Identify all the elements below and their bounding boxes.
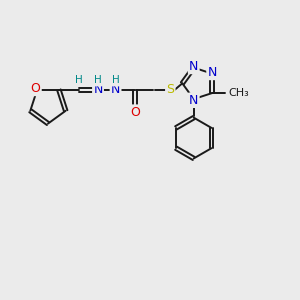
Text: N: N: [111, 83, 120, 97]
Text: O: O: [31, 82, 40, 95]
Text: H: H: [75, 75, 83, 85]
Text: N: N: [208, 66, 217, 79]
Text: O: O: [130, 106, 140, 119]
Text: N: N: [93, 83, 103, 97]
Text: N: N: [189, 94, 198, 107]
Text: S: S: [166, 83, 174, 97]
Text: H: H: [94, 75, 102, 85]
Text: H: H: [112, 75, 119, 85]
Text: N: N: [189, 60, 198, 73]
Text: CH₃: CH₃: [228, 88, 249, 98]
